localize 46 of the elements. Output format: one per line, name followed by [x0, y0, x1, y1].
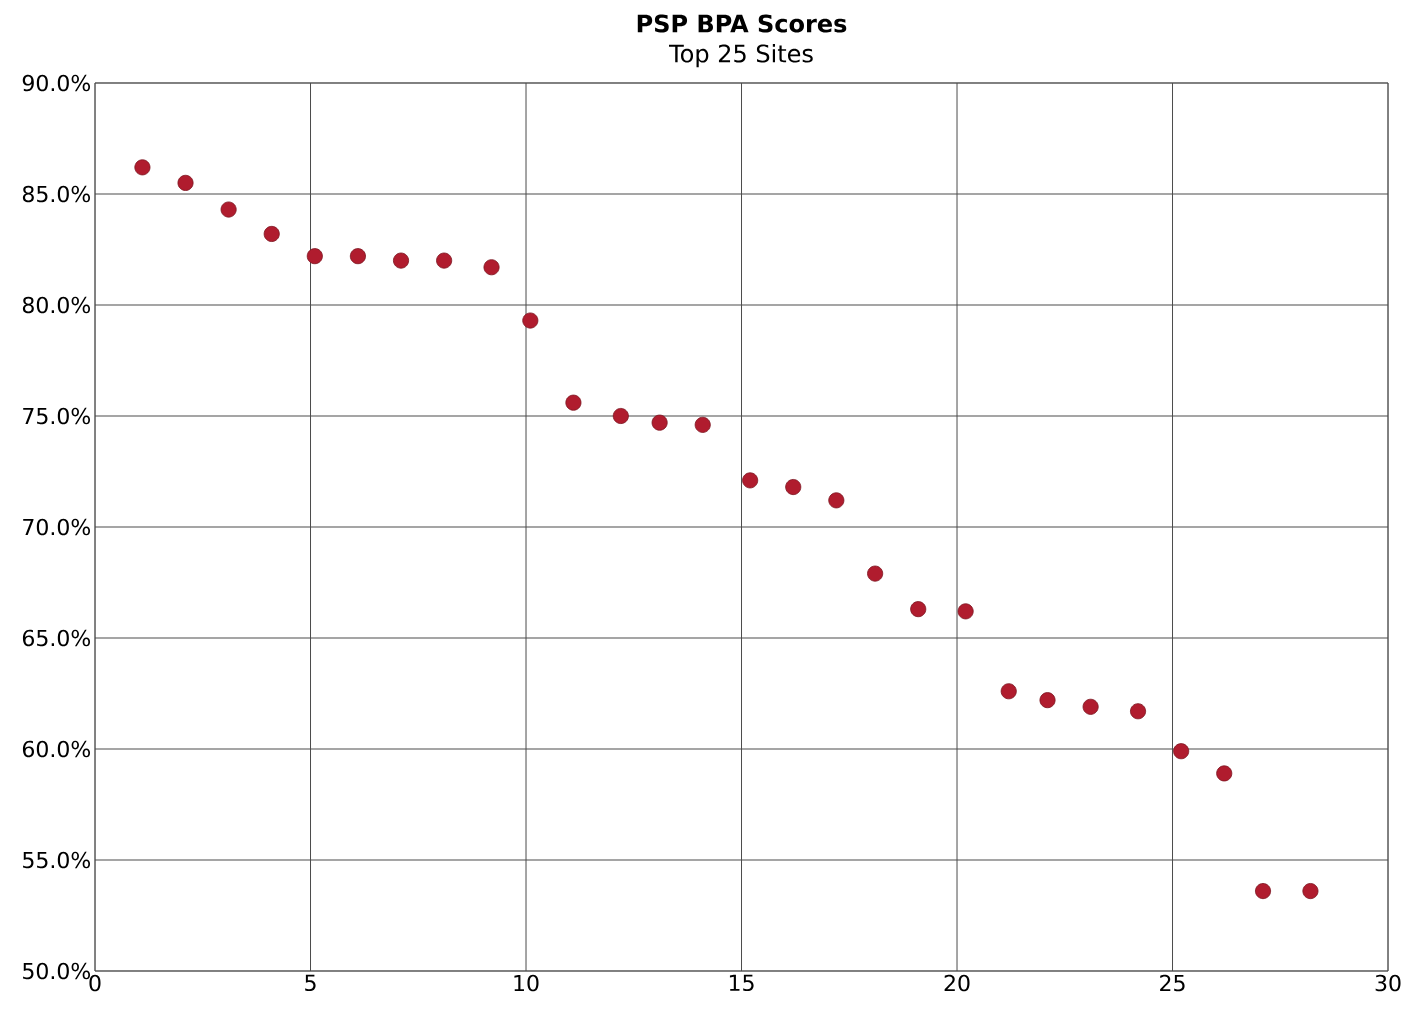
- point: [867, 565, 884, 582]
- point: [612, 407, 629, 424]
- point: [957, 603, 974, 620]
- point: [177, 174, 194, 191]
- x-tick-label: 25: [1160, 974, 1185, 992]
- x-tick-label: 30: [1375, 974, 1401, 992]
- point: [1302, 883, 1319, 900]
- point: [522, 312, 539, 329]
- y-tick-label: 90.0%: [22, 74, 91, 92]
- y-tick-label: 60.0%: [22, 740, 91, 758]
- point: [1039, 692, 1056, 709]
- point: [1082, 698, 1099, 715]
- point: [565, 394, 582, 411]
- y-tick-label: 50.0%: [23, 962, 91, 980]
- point: [1255, 883, 1272, 900]
- chart-title: PSP BPA Scores: [637, 14, 847, 33]
- y-tick-label: 70.0%: [23, 518, 91, 536]
- point: [1216, 765, 1233, 782]
- point: [436, 252, 453, 269]
- point: [263, 225, 280, 242]
- y-tick-label: 55.0%: [23, 851, 91, 869]
- point: [910, 601, 927, 618]
- y-tick-label: 85.0%: [22, 185, 91, 203]
- point: [651, 414, 668, 431]
- point: [393, 252, 410, 269]
- point: [785, 479, 802, 496]
- y-tick-label: 75.0%: [23, 407, 91, 425]
- point: [1000, 683, 1017, 700]
- x-tick-label: 10: [514, 974, 539, 992]
- x-tick-label: 0: [89, 974, 101, 992]
- point: [1130, 703, 1147, 720]
- x-tick-label: 20: [944, 974, 970, 992]
- point: [1173, 743, 1190, 760]
- point: [483, 259, 500, 276]
- x-tick-label: 5: [305, 974, 316, 992]
- y-tick-label: 65.0%: [22, 629, 91, 647]
- x-tick-label: 15: [729, 974, 754, 992]
- y-tick-label: 80.0%: [22, 296, 91, 314]
- chart-subtitle: Top 25 Sites: [669, 44, 813, 68]
- point: [694, 416, 711, 433]
- point: [742, 472, 759, 489]
- point: [828, 492, 845, 509]
- point: [134, 159, 151, 176]
- point: [306, 248, 323, 265]
- point: [349, 248, 366, 265]
- point: [220, 201, 237, 218]
